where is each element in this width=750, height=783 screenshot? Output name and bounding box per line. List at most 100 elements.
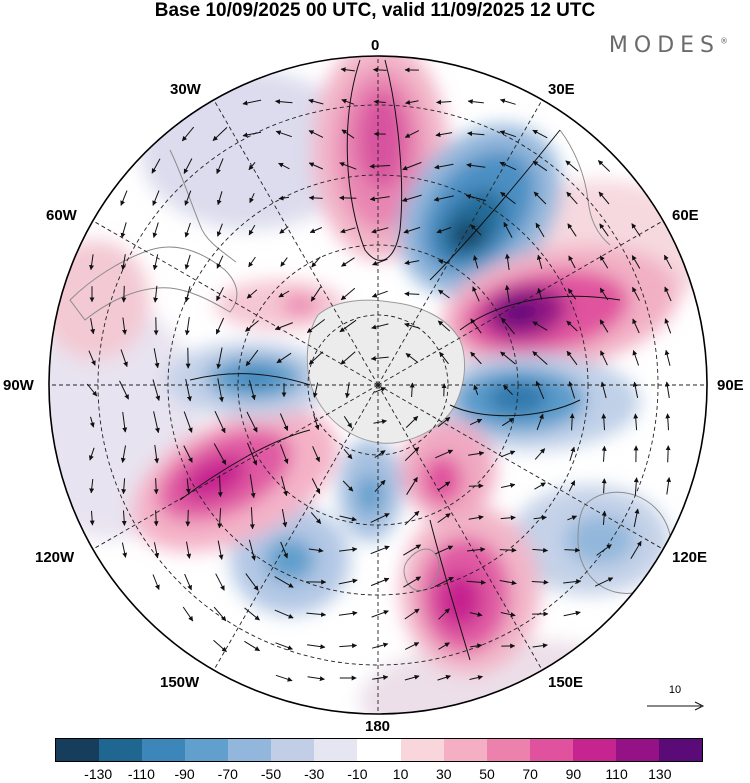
wind-vector-icon [600,350,608,366]
wind-vector-icon [370,513,390,523]
wind-vector-icon [537,287,543,300]
wind-vector-icon [341,98,355,105]
brand-mark: ® [720,36,728,46]
colorbar-cell [658,739,702,761]
wind-vector-icon [437,674,451,681]
wind-vector-icon [500,191,516,205]
wind-vector-icon [473,255,479,269]
wind-vector-icon [500,351,516,365]
wind-vector-icon [404,260,420,265]
wind-vector-icon [532,321,548,331]
wind-vector-icon [370,355,389,361]
wind-vector-icon [534,482,546,490]
wind-vector-icon [404,674,420,681]
wind-vector-icon [184,190,192,206]
wind-vector-icon [339,515,357,522]
wind-vector-icon [403,226,421,234]
wind-vector-icon [374,450,386,458]
wind-vector-icon [594,577,614,587]
wind-vector-icon [630,540,642,559]
wind-vector-icon [340,351,356,365]
wind-vector-icon [372,67,387,73]
wind-vector-icon [532,351,548,365]
wind-vector-icon [216,287,224,302]
wind-vector-icon [373,99,386,105]
wind-vector-icon [499,547,517,553]
wind-vector-icon [339,319,357,333]
wind-vector-icon [371,290,388,298]
wind-vector-icon [341,129,355,139]
wind-vector-icon [120,254,126,271]
wind-vector-icon [279,413,289,431]
wind-vector-icon [183,158,193,174]
wind-vector-icon [532,129,548,139]
wind-vector-icon [466,162,486,168]
wind-vector-icon [215,317,225,335]
wind-vector-icon [309,227,322,234]
colorbar-cell [529,739,573,761]
wind-vector-icon [468,515,484,520]
wind-vector-icon [279,226,289,234]
wind-vector-icon [505,253,510,270]
wind-vector-icon [280,476,288,497]
wind-vector-icon [499,130,517,138]
wind-vector-icon [438,608,450,620]
wind-vector-icon [278,162,290,170]
field-layer [49,56,707,714]
wind-vector-icon [214,410,226,434]
wind-vector-icon [469,611,483,617]
wind-vector-icon [184,222,191,238]
wind-vector-icon [278,195,290,201]
wind-scale: 10 [645,684,705,714]
wind-vector-icon [369,163,391,169]
wind-vector-icon [665,413,671,431]
wind-vector-icon [244,640,261,652]
wind-vector-icon [343,416,353,429]
wind-vector-icon [435,449,454,459]
wind-vector-icon [249,193,255,204]
wind-vector-icon [119,380,129,400]
colorbar-tick-label: 70 [522,766,538,782]
wind-vector-icon [340,227,356,234]
wind-vector-icon [499,580,517,586]
wind-vector-icon [281,509,288,528]
wind-vector-icon [500,483,516,488]
lon-label-60e: 60E [672,207,699,224]
wind-vector-icon [217,475,223,498]
wind-scale-label: 10 [668,684,682,696]
wind-vector-icon [404,510,420,526]
wind-vector-icon [339,546,358,552]
wind-vector-icon [599,255,609,269]
colorbar-tick-label: 50 [479,766,495,782]
colorbar-cell [400,739,444,761]
wind-vector-icon [409,382,415,398]
wind-vector-icon [307,644,326,650]
wind-vector-icon [279,444,289,464]
wind-vector-icon [185,378,192,402]
wind-vector-icon [248,380,256,401]
wind-vector-icon [308,162,324,170]
wind-vector-icon [472,286,480,302]
wind-vector-icon [666,477,672,495]
wind-vector-icon [374,479,386,493]
wind-vector-icon [434,163,454,170]
wind-vector-icon [152,574,160,590]
wind-vector-icon [308,351,324,365]
wind-vector-icon [371,227,389,234]
wind-vector-icon [183,411,193,433]
colorbar-cell [443,739,487,761]
lon-label-120w: 120W [35,549,75,566]
wind-vector-icon [563,610,581,617]
lon-label-30w: 30W [170,81,201,98]
wind-vector-icon [185,509,191,527]
wind-vector-icon [468,450,485,456]
wind-vector-icon [632,318,640,334]
wind-vector-icon [275,130,292,138]
wind-vector-icon [372,258,388,266]
wind-vector-icon [566,320,578,332]
wind-vector-icon [631,223,641,237]
wind-vector-icon [152,190,160,206]
wind-vector-icon [632,381,639,398]
wind-vector-icon [597,160,611,172]
